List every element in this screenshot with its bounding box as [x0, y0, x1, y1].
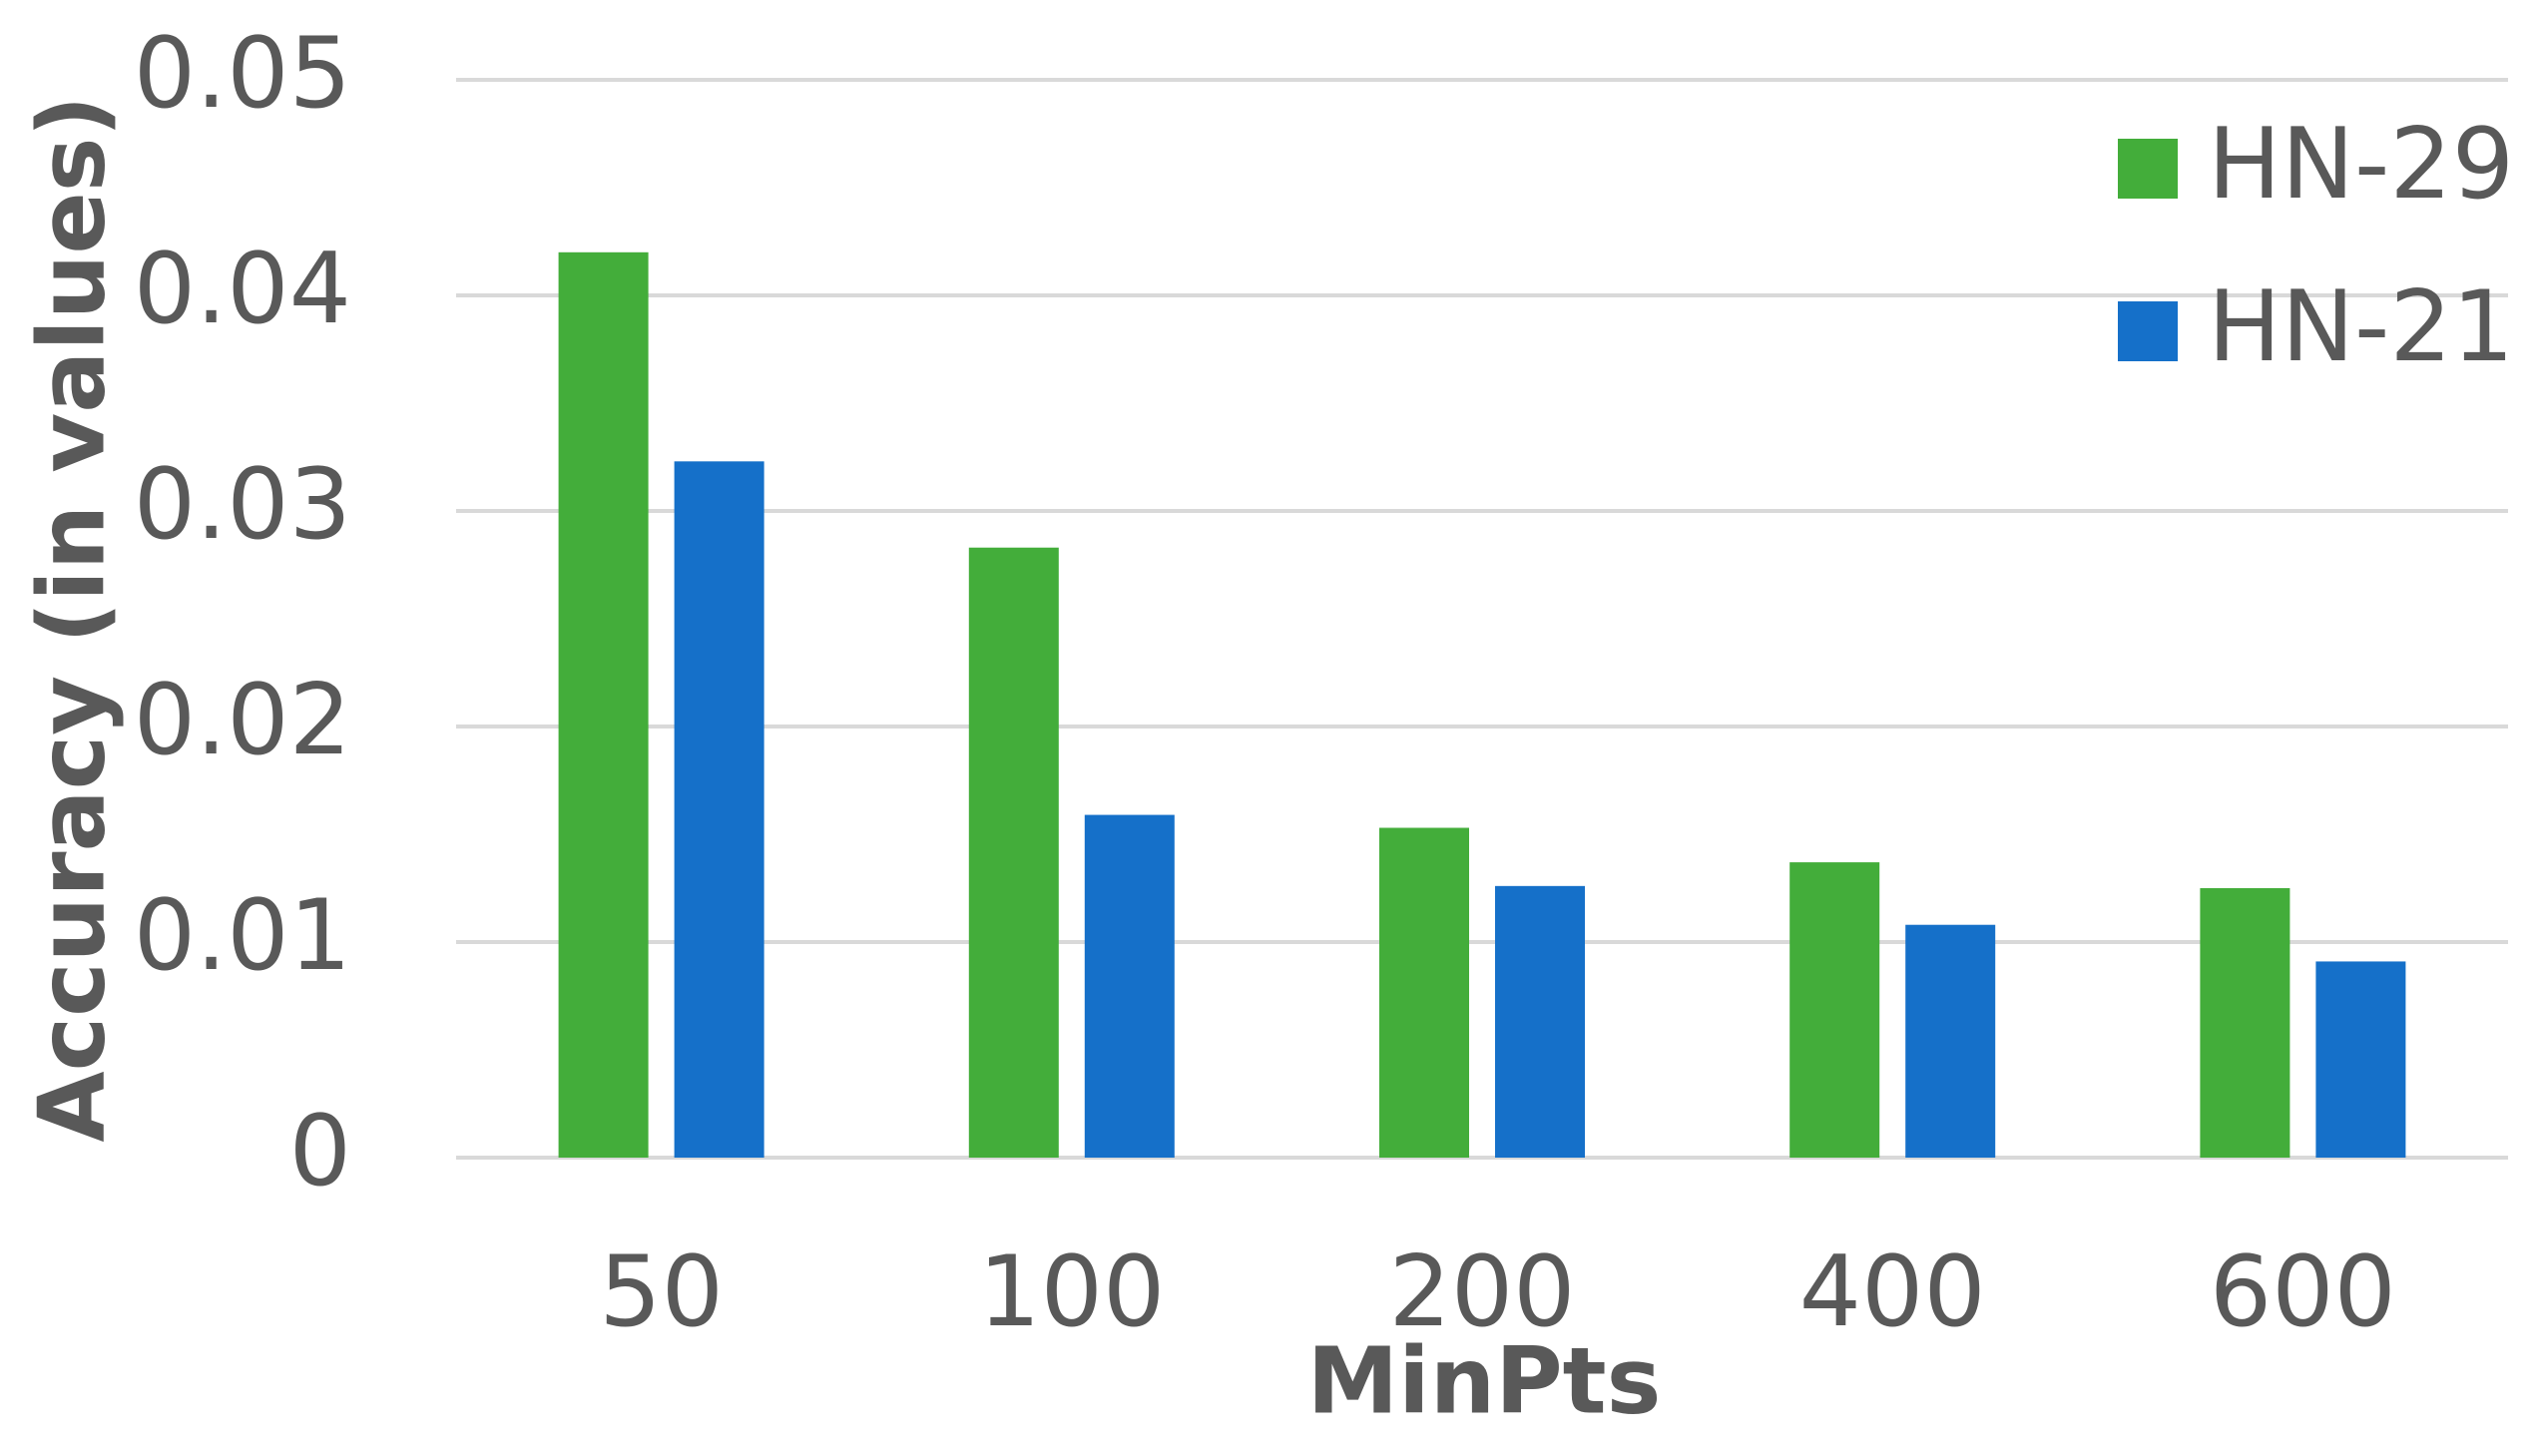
legend-swatch	[2118, 139, 2178, 199]
y-tick-label: 0.03	[134, 448, 351, 562]
legend-swatch	[2118, 301, 2178, 361]
x-tick-label: 200	[1388, 1235, 1575, 1349]
bar	[1789, 862, 1880, 1158]
bar	[1084, 814, 1175, 1158]
x-axis-title: MinPts	[1307, 1327, 1662, 1434]
x-tick-label: 100	[978, 1235, 1165, 1349]
y-tick-label: 0.01	[134, 879, 351, 993]
y-tick-label: 0	[289, 1095, 351, 1209]
y-tick-label: 0.04	[134, 233, 351, 346]
bar	[968, 547, 1059, 1158]
y-tick-label: 0.05	[134, 17, 351, 131]
bar	[2315, 961, 2406, 1158]
legend-label: HN-29	[2208, 108, 2514, 222]
x-tick-label: 50	[599, 1235, 724, 1349]
x-tick-label: 400	[1799, 1235, 1986, 1349]
y-tick-label: 0.02	[134, 664, 351, 777]
bar	[674, 461, 764, 1158]
bar	[1495, 885, 1585, 1158]
bar	[558, 251, 649, 1159]
legend-label: HN-21	[2208, 270, 2514, 384]
y-axis-title: Accuracy (in values)	[18, 95, 125, 1142]
bar	[2200, 888, 2290, 1158]
x-tick-label: 600	[2210, 1235, 2396, 1349]
bar	[1905, 924, 1996, 1158]
bar	[1379, 827, 1469, 1158]
